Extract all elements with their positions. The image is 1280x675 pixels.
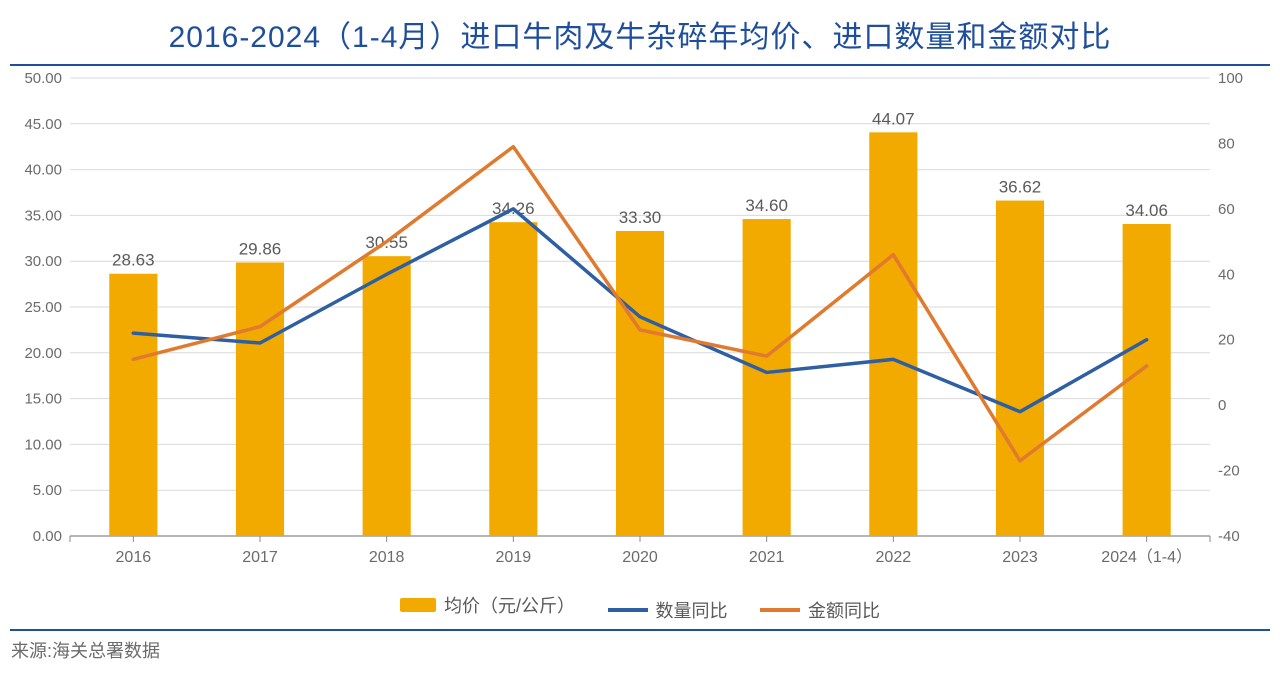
svg-text:60: 60 [1218, 201, 1235, 218]
svg-text:2018: 2018 [369, 549, 405, 566]
legend: 均价（元/公斤） 数量同比 金额同比 [10, 586, 1270, 631]
legend-item-line-1: 数量同比 [608, 597, 728, 623]
svg-text:45.00: 45.00 [24, 116, 62, 133]
svg-text:34.60: 34.60 [745, 196, 788, 215]
legend-swatch-bar [400, 598, 436, 612]
svg-text:2023: 2023 [1002, 549, 1038, 566]
legend-label-bar: 均价（元/公斤） [444, 592, 575, 618]
legend-item-line-2: 金额同比 [760, 597, 880, 623]
chart-plot-area: 0.00 5.00 10.00 15.00 20.00 25.00 30.00 35.00 40… [10, 64, 1270, 586]
svg-text:40.00: 40.00 [24, 162, 62, 179]
chart-svg: 0.00 5.00 10.00 15.00 20.00 25.00 30.00 35.00 40… [10, 66, 1270, 586]
svg-text:2021: 2021 [749, 549, 785, 566]
svg-text:-20: -20 [1218, 463, 1240, 480]
svg-text:44.07: 44.07 [872, 109, 915, 128]
svg-text:2017: 2017 [242, 549, 278, 566]
legend-swatch-line-2 [760, 608, 800, 612]
svg-text:2022: 2022 [876, 549, 912, 566]
svg-text:40: 40 [1218, 266, 1235, 283]
chart-title: 2016-2024（1-4月）进口牛肉及牛杂碎年均价、进口数量和金额对比 [0, 0, 1280, 64]
svg-text:2020: 2020 [622, 549, 658, 566]
svg-text:-40: -40 [1218, 528, 1240, 545]
source-label: 来源:海关总署数据 [9, 637, 1271, 663]
svg-text:33.30: 33.30 [619, 208, 662, 227]
svg-text:80: 80 [1218, 135, 1235, 152]
svg-text:35.00: 35.00 [24, 207, 62, 224]
svg-text:25.00: 25.00 [24, 299, 62, 316]
svg-text:15.00: 15.00 [24, 391, 62, 408]
svg-text:34.06: 34.06 [1125, 201, 1168, 220]
svg-text:2019: 2019 [496, 549, 532, 566]
svg-text:36.62: 36.62 [999, 178, 1042, 197]
svg-text:5.00: 5.00 [33, 482, 62, 499]
svg-text:50.00: 50.00 [24, 70, 62, 87]
svg-text:100: 100 [1218, 70, 1243, 87]
chart-container: 2016-2024（1-4月）进口牛肉及牛杂碎年均价、进口数量和金额对比 0.0… [0, 0, 1280, 675]
svg-text:2016: 2016 [116, 549, 152, 566]
legend-item-bar: 均价（元/公斤） [400, 592, 575, 618]
svg-text:20: 20 [1218, 332, 1235, 349]
svg-text:29.86: 29.86 [239, 239, 282, 258]
svg-text:20.00: 20.00 [24, 345, 62, 362]
svg-text:30.00: 30.00 [24, 253, 62, 270]
svg-text:0: 0 [1218, 397, 1226, 414]
legend-label-line-1: 数量同比 [656, 597, 728, 623]
svg-text:10.00: 10.00 [24, 436, 62, 453]
svg-text:28.63: 28.63 [112, 251, 155, 270]
legend-swatch-line-1 [608, 608, 648, 612]
legend-label-line-2: 金额同比 [808, 597, 880, 623]
svg-text:2024（1-4）: 2024（1-4） [1101, 548, 1192, 566]
svg-text:0.00: 0.00 [33, 528, 62, 545]
